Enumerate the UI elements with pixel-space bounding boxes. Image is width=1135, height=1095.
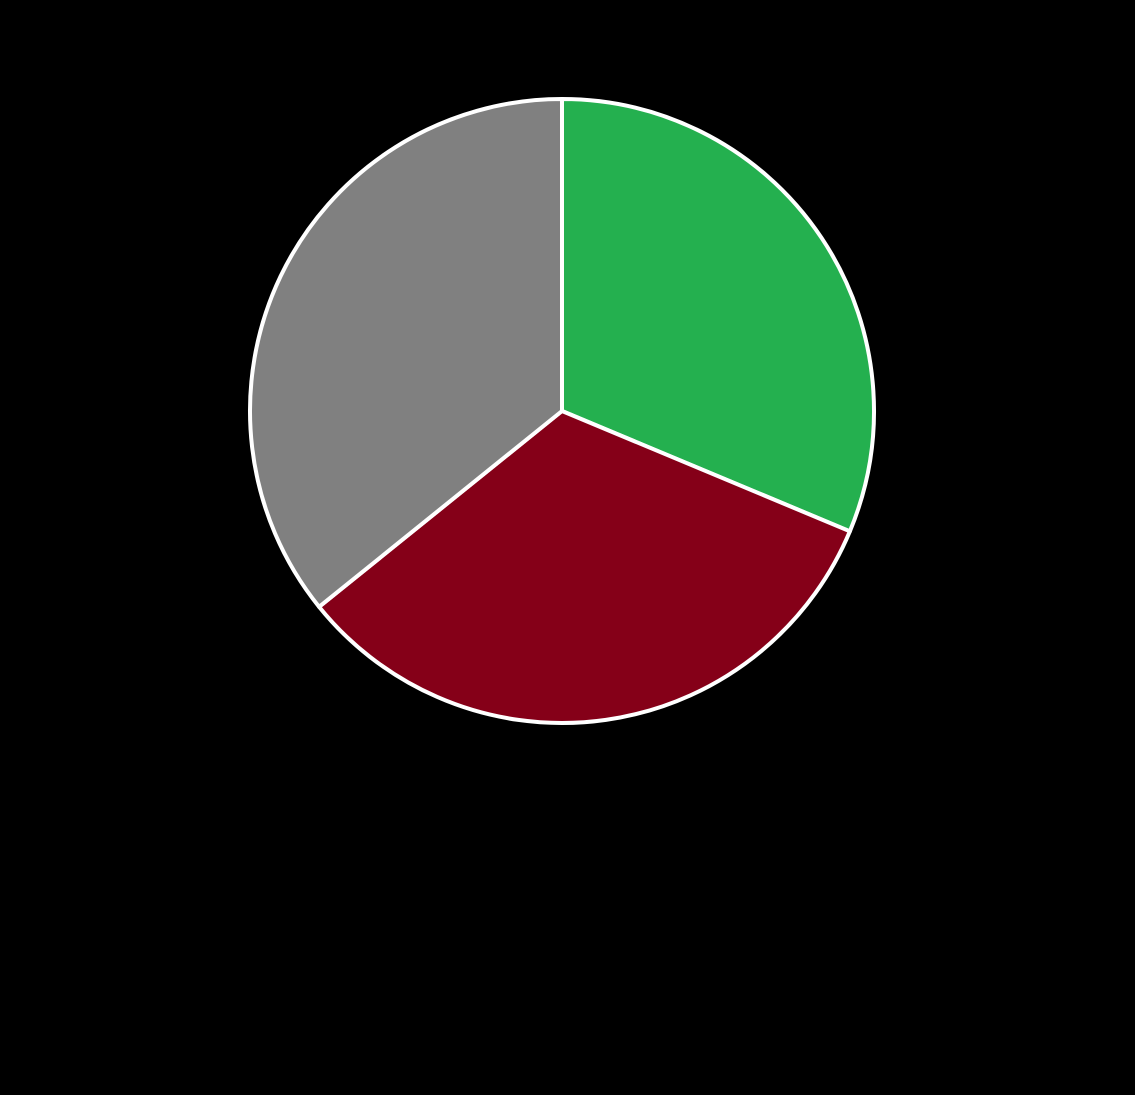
pie-slice-2	[317, 409, 852, 725]
pie-slice-1	[560, 97, 876, 534]
pie-slice-3	[248, 97, 564, 609]
pie-slices	[248, 97, 876, 725]
